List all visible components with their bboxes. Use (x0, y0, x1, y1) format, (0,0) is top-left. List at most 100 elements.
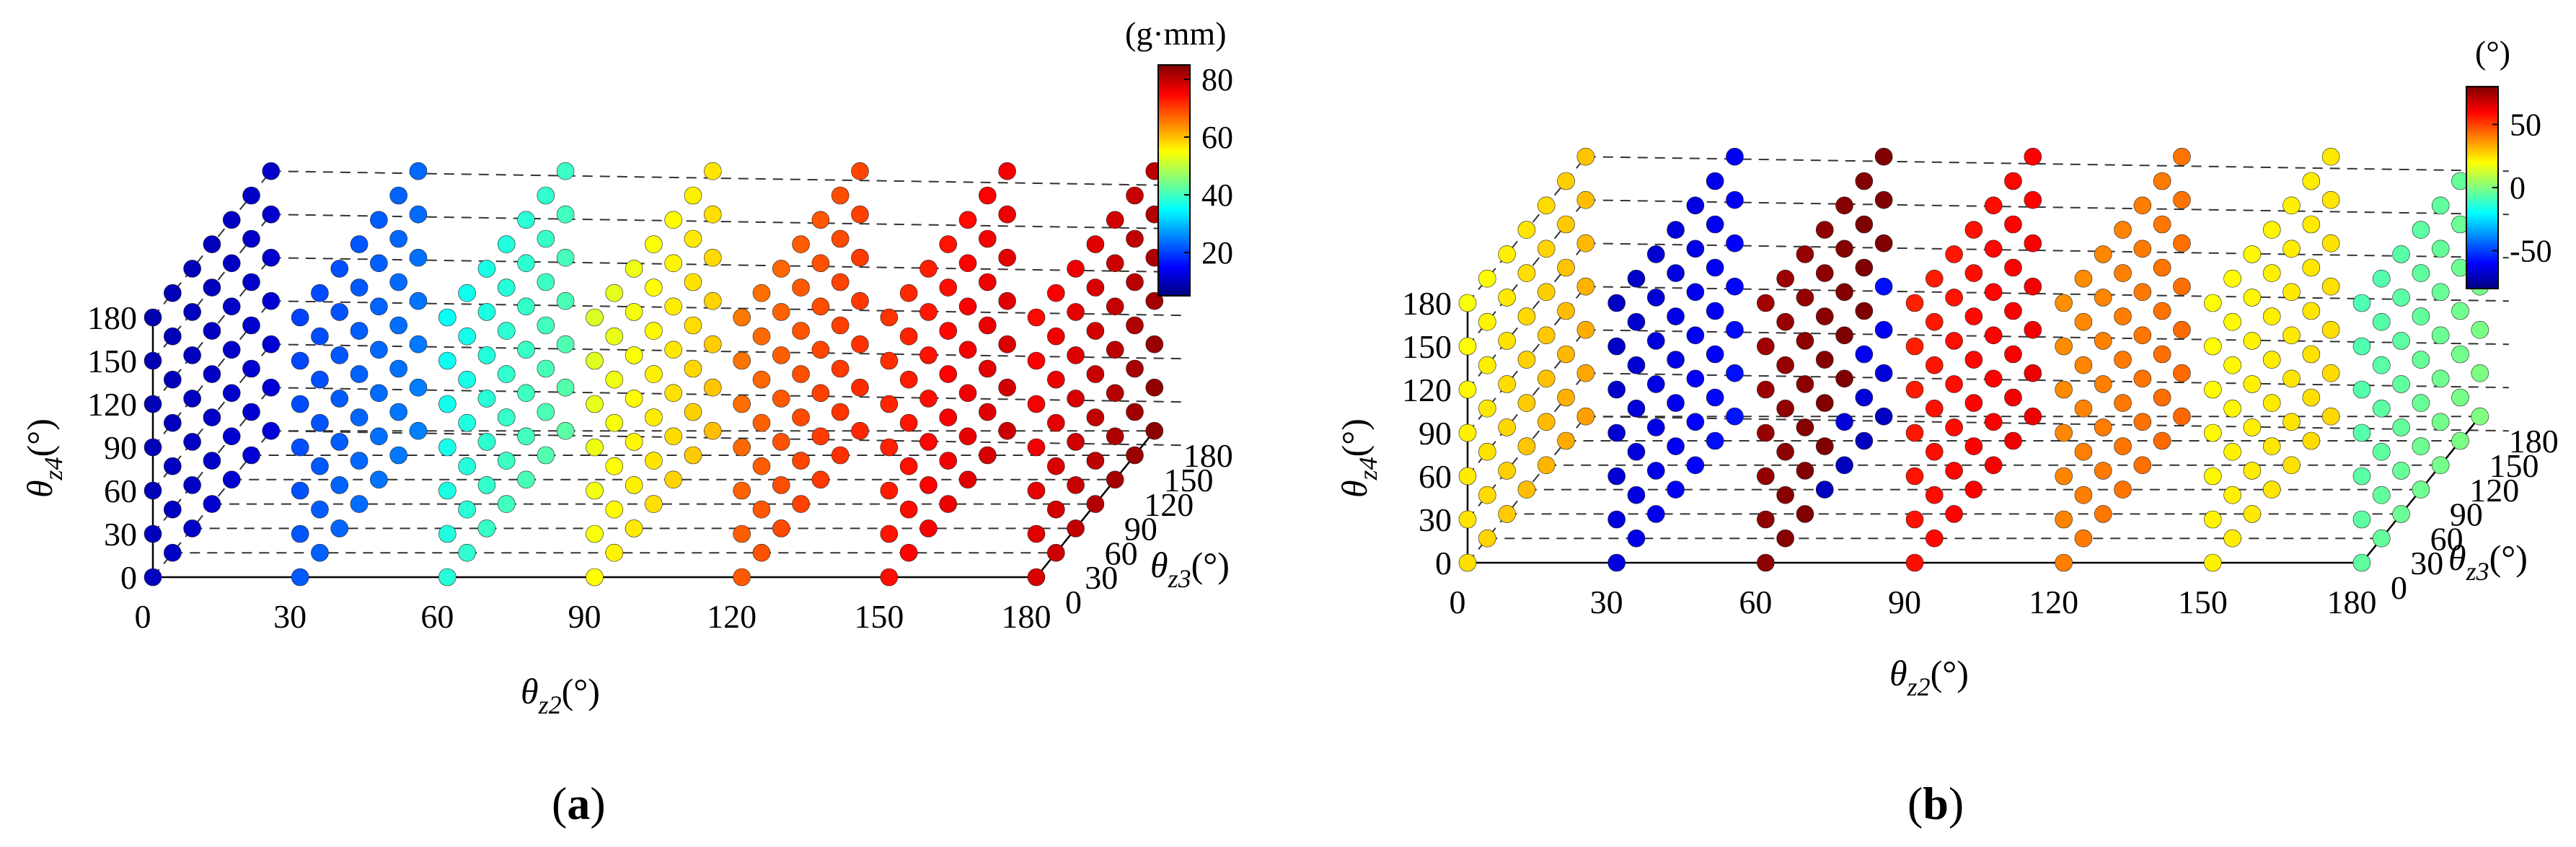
colorbar-tick-labels: -50 0 50 (2492, 107, 2552, 269)
data-point (164, 457, 182, 475)
y-axis-label: θz3(°) (2448, 537, 2528, 586)
data-point (880, 481, 899, 500)
data-point (2282, 369, 2301, 388)
data-point (242, 273, 260, 291)
data-point (831, 359, 850, 378)
data-point (1517, 221, 1536, 239)
data-point (311, 543, 329, 562)
data-point (1945, 289, 1963, 307)
z-axis-label: θz4(°) (19, 418, 68, 498)
data-point (2204, 510, 2222, 529)
data-point (1126, 316, 1144, 335)
data-point (164, 543, 182, 562)
colorbar-gradient (1157, 64, 1191, 297)
z-tick-label: 90 (104, 429, 137, 466)
data-point (144, 525, 162, 543)
data-point (792, 495, 810, 513)
data-point (2074, 269, 2093, 288)
data-point (1945, 505, 1963, 523)
data-point (811, 254, 830, 273)
data-point (164, 327, 182, 346)
data-point (998, 291, 1016, 310)
data-point (1984, 369, 2003, 388)
data-point (2173, 364, 2191, 382)
y-tick-label: 60 (1105, 535, 1138, 571)
data-point (2451, 345, 2469, 364)
z-axis-label: θz4(°) (1334, 418, 1382, 498)
data-point (586, 481, 604, 500)
data-point (1706, 388, 1724, 407)
data-point (2243, 418, 2262, 436)
data-point (919, 303, 938, 321)
x-axis-label: θz2(°) (521, 671, 600, 719)
data-point (2412, 221, 2430, 239)
grid-line (1585, 156, 2509, 172)
data-point (1047, 543, 1065, 562)
data-point (2262, 480, 2281, 499)
data-point (664, 341, 683, 359)
data-point (998, 421, 1016, 440)
data-point (2302, 345, 2321, 364)
data-point (2431, 413, 2450, 431)
data-point (2004, 388, 2022, 407)
data-point (2262, 351, 2281, 369)
data-point (2243, 375, 2262, 393)
data-point (752, 327, 771, 346)
x-axis-label: θz2(°) (1889, 653, 1969, 701)
data-point (517, 254, 535, 273)
data-point (2094, 332, 2112, 350)
z-tick-label: 150 (1402, 328, 1452, 365)
data-point (203, 408, 221, 426)
data-point (183, 346, 201, 364)
data-point (919, 346, 938, 364)
y-tick-label: 120 (1144, 486, 1194, 523)
data-point (389, 403, 407, 421)
data-point (1607, 510, 1626, 529)
data-point (1126, 273, 1144, 291)
data-points (1458, 147, 2489, 572)
data-point (1686, 413, 1705, 431)
data-point (262, 335, 281, 354)
data-point (2352, 294, 2371, 312)
data-point (792, 322, 810, 340)
data-point (2352, 467, 2371, 486)
data-points (144, 162, 1164, 587)
data-point (370, 470, 388, 489)
data-point (164, 500, 182, 519)
data-point (2262, 394, 2281, 412)
data-point (1517, 437, 1536, 455)
data-point (752, 457, 771, 475)
data-point (262, 378, 281, 397)
grid-line (1585, 286, 2509, 302)
data-point (497, 408, 516, 426)
y-tick-label: 180 (1183, 437, 1233, 474)
data-point (1517, 394, 1536, 412)
y-tick-label: 30 (1085, 559, 1118, 596)
data-point (703, 291, 722, 310)
data-point (1576, 234, 1595, 253)
data-point (311, 457, 329, 475)
z-tick-label: 60 (104, 473, 137, 509)
data-point (164, 284, 182, 302)
data-point (497, 278, 516, 297)
data-point (2352, 510, 2371, 529)
data-point (537, 446, 555, 465)
data-point (1498, 245, 1516, 263)
data-point (939, 322, 958, 340)
data-point (1945, 332, 1963, 350)
data-point (1086, 495, 1105, 513)
data-point (899, 457, 918, 475)
data-point (1726, 364, 1744, 382)
data-point (370, 254, 388, 273)
data-point (979, 316, 997, 335)
data-point (1926, 312, 1944, 331)
grid-line (1585, 242, 2509, 259)
data-point (831, 316, 850, 335)
data-point (1537, 369, 1556, 388)
data-point (1478, 486, 1496, 504)
data-point (1964, 307, 1983, 325)
data-point (458, 327, 476, 346)
data-point (2094, 375, 2112, 393)
data-point (2094, 418, 2112, 436)
